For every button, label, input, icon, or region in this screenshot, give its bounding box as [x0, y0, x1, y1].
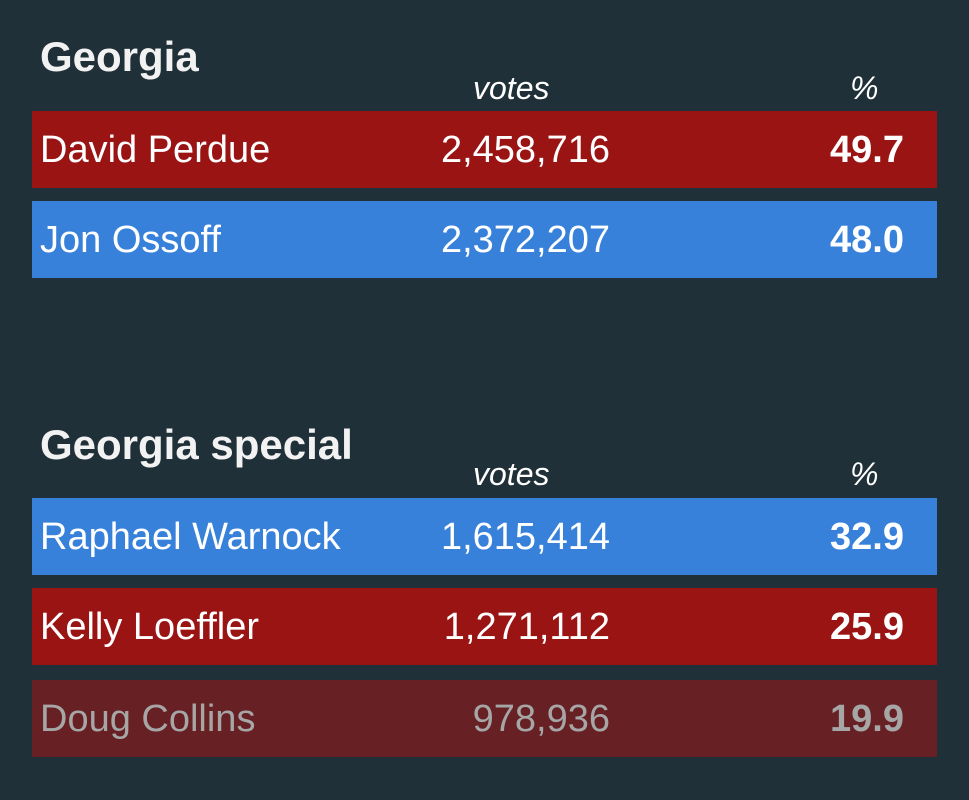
percent-column-header: % [850, 456, 879, 492]
candidate-name: Jon Ossoff [40, 218, 221, 261]
candidate-percent: 48.0 [830, 218, 904, 261]
candidate-row: Kelly Loeffler 1,271,112 25.9 [32, 588, 937, 665]
candidate-votes: 978,936 [472, 697, 610, 740]
candidate-votes: 2,458,716 [440, 128, 610, 171]
votes-column-header: votes [473, 70, 550, 106]
candidate-row: Jon Ossoff 2,372,207 48.0 [32, 201, 937, 278]
race-title: Georgia special [40, 421, 353, 468]
votes-column-header: votes [473, 456, 550, 492]
race-title: Georgia [40, 33, 199, 80]
candidate-percent: 19.9 [830, 697, 904, 740]
candidate-votes: 2,372,207 [440, 218, 610, 261]
candidate-name: Doug Collins [40, 697, 256, 740]
candidate-votes: 1,615,414 [440, 515, 610, 558]
candidate-name: Kelly Loeffler [40, 605, 259, 648]
candidate-percent: 32.9 [830, 515, 904, 558]
candidate-name: Raphael Warnock [40, 515, 341, 558]
candidate-name: David Perdue [40, 128, 271, 171]
candidate-row: David Perdue 2,458,716 49.7 [32, 111, 937, 188]
candidate-percent: 49.7 [830, 128, 904, 171]
candidate-votes: 1,271,112 [443, 605, 610, 648]
candidate-row: Doug Collins 978,936 19.9 [32, 680, 937, 757]
percent-column-header: % [850, 70, 879, 106]
race-georgia-special: Georgia special votes % Raphael Warnock … [32, 386, 937, 766]
candidate-row: Raphael Warnock 1,615,414 32.9 [32, 498, 937, 575]
race-georgia: Georgia votes % David Perdue 2,458,716 4… [32, 0, 937, 290]
candidate-percent: 25.9 [830, 605, 904, 648]
